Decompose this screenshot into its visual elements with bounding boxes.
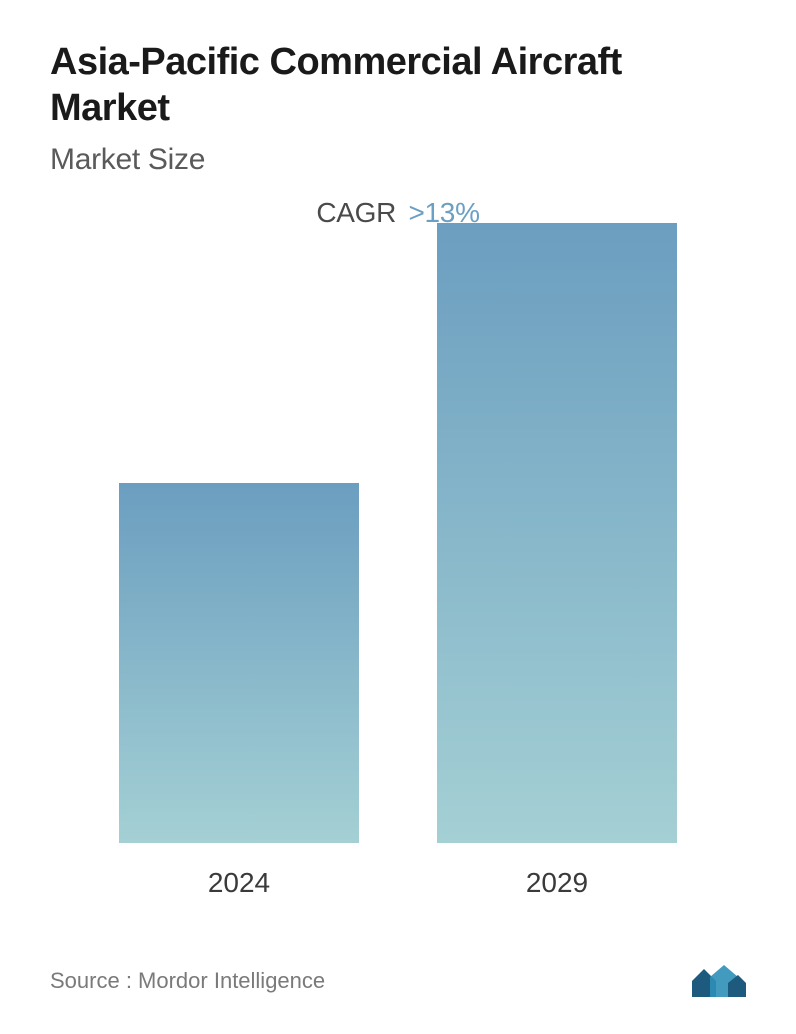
bar-group-0: 2024 (119, 483, 359, 899)
cagr-label: CAGR (316, 197, 396, 228)
bar-label-1: 2029 (526, 867, 588, 899)
chart-title: Asia-Pacific Commercial Aircraft Market (50, 40, 746, 131)
bar-label-0: 2024 (208, 867, 270, 899)
bar-group-1: 2029 (437, 223, 677, 899)
bar-1 (437, 223, 677, 843)
bar-0 (119, 483, 359, 843)
brand-logo-icon (690, 963, 746, 999)
chart-subtitle: Market Size (50, 143, 746, 177)
chart-area: 2024 2029 (50, 279, 746, 899)
footer: Source : Mordor Intelligence (50, 963, 746, 999)
source-text: Source : Mordor Intelligence (50, 968, 325, 994)
